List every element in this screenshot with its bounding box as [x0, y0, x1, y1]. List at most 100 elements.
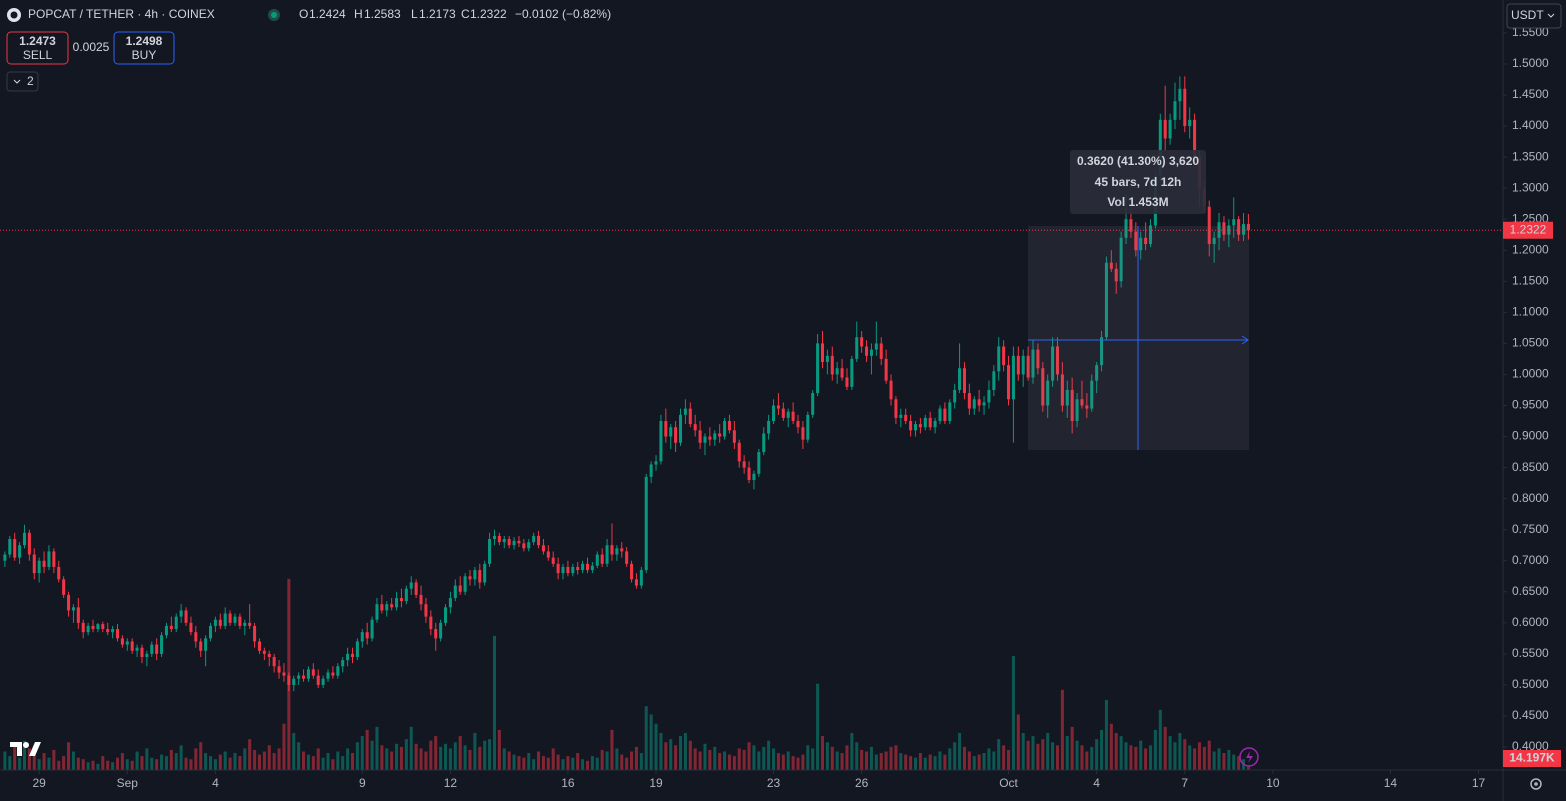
volume-bar — [360, 736, 364, 770]
candle-body — [390, 604, 394, 608]
lightning-icon[interactable] — [1239, 747, 1259, 767]
x-tick-label: 9 — [359, 776, 366, 790]
legend-value: 1.2583 — [364, 7, 401, 21]
volume-bar — [634, 746, 638, 770]
volume-bar — [150, 757, 154, 770]
currency-label[interactable]: USDT — [1511, 8, 1544, 22]
volume-bar — [595, 757, 599, 770]
volume-bar — [1100, 729, 1104, 770]
volume-bar — [453, 742, 457, 770]
volume-bar — [52, 749, 56, 770]
indicators-box[interactable] — [6, 71, 39, 92]
candle-body — [257, 641, 261, 651]
candle-body — [1051, 346, 1055, 381]
buy-button[interactable]: 1.2498 BUY — [113, 31, 175, 65]
currency-box[interactable] — [1506, 3, 1562, 29]
volume-bar — [1119, 736, 1123, 770]
volume-bar — [1016, 714, 1020, 770]
spread: 0.0025 — [73, 40, 110, 54]
volume-bar — [390, 751, 394, 770]
candle-body — [209, 625, 213, 639]
volume-bar — [1002, 745, 1006, 770]
volume-bar — [488, 739, 492, 770]
volume-bar — [473, 733, 477, 770]
candle-body — [1090, 380, 1094, 409]
volume-bar — [483, 740, 487, 770]
volume-bar — [160, 754, 164, 770]
volume-bar — [155, 759, 159, 770]
buy-price[interactable]: 1.2498 — [126, 34, 163, 48]
settings-icon-center[interactable] — [1534, 782, 1538, 786]
candle-body — [1114, 268, 1118, 282]
candle-body — [600, 554, 604, 564]
volume-bar — [620, 754, 624, 770]
candle-body — [713, 433, 717, 440]
candle-body — [233, 616, 237, 623]
sell-label[interactable]: SELL — [23, 48, 53, 62]
currency-button[interactable]: USDT — [1506, 3, 1562, 29]
candle-body — [757, 452, 761, 474]
candle-body — [1207, 206, 1211, 245]
candle-body — [404, 588, 408, 602]
candle-body — [81, 622, 85, 633]
volume-bar — [977, 754, 981, 770]
candle-body — [967, 393, 971, 409]
candle-body — [488, 539, 492, 564]
sell-button[interactable]: 1.2473 SELL — [6, 31, 69, 65]
legend-letter: L — [411, 7, 418, 21]
logo-part — [23, 742, 29, 748]
volume-bar — [302, 751, 306, 770]
volume-bar — [448, 748, 452, 770]
candle-body — [581, 563, 585, 571]
legend-letter: O — [299, 7, 308, 21]
volume-bar — [512, 754, 516, 770]
buy-box[interactable] — [113, 31, 175, 65]
sell-box[interactable] — [6, 31, 69, 65]
volume-bar — [71, 751, 75, 770]
candle-body — [213, 619, 217, 626]
candle-body — [879, 343, 883, 359]
candle-body — [1242, 223, 1246, 235]
candle-body — [590, 565, 594, 571]
candle-body — [287, 675, 291, 685]
volume-bar — [346, 748, 350, 770]
legend-value: 1.2424 — [309, 7, 346, 21]
volume-bar — [1183, 739, 1187, 770]
volume-bar — [1144, 748, 1148, 770]
candle-body — [1104, 262, 1108, 338]
volume-bar — [262, 751, 266, 770]
indicators-toggle[interactable]: 2 — [6, 71, 39, 92]
candle-body — [355, 641, 359, 657]
volume-bar — [546, 757, 550, 770]
y-tick-label: 1.5500 — [1512, 25, 1549, 39]
candle-body — [948, 402, 952, 422]
lightning-bolt[interactable] — [1246, 751, 1253, 763]
indicator-count[interactable]: 2 — [27, 74, 34, 88]
volume-bar — [135, 751, 139, 770]
settings-icon[interactable] — [1530, 778, 1542, 790]
volume-bar — [850, 733, 854, 770]
candle-body — [688, 408, 692, 425]
volume-bar — [551, 748, 555, 770]
candle-body — [1011, 355, 1015, 400]
volume-bar — [209, 756, 213, 770]
volume-bar — [541, 756, 545, 770]
candle-body — [1246, 223, 1250, 231]
tv-logo — [10, 742, 41, 756]
buy-label[interactable]: BUY — [132, 48, 157, 62]
volume-bar — [1153, 729, 1157, 770]
volume-bar — [816, 683, 820, 770]
x-tick-label: 4 — [1093, 776, 1100, 790]
chevron[interactable] — [13, 79, 21, 84]
x-tick-label: 29 — [32, 776, 46, 790]
sell-price[interactable]: 1.2473 — [19, 34, 56, 48]
candle-body — [825, 355, 829, 363]
volume-bar — [1080, 745, 1084, 770]
candle-body — [1119, 237, 1123, 282]
candle-body — [370, 619, 374, 639]
candle-body — [703, 436, 707, 443]
chevron[interactable] — [1547, 13, 1555, 18]
volume-bar — [869, 746, 873, 770]
volume-bar — [796, 757, 800, 770]
